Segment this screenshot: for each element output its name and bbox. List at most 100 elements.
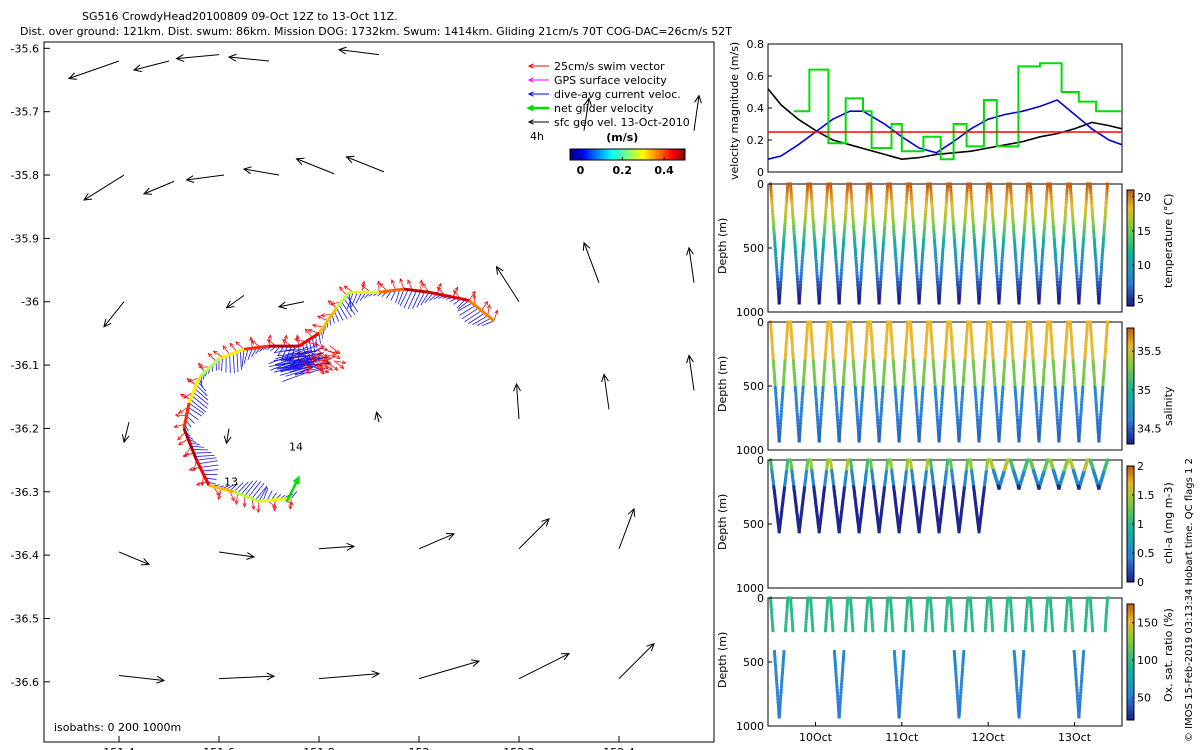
section-point bbox=[1061, 386, 1065, 389]
section-point bbox=[995, 406, 999, 410]
section-point bbox=[800, 406, 804, 410]
section-point bbox=[1082, 236, 1086, 240]
section-point bbox=[1001, 380, 1005, 383]
section-point bbox=[1025, 332, 1029, 336]
section-point bbox=[822, 374, 826, 378]
section-point bbox=[817, 298, 821, 302]
section-point bbox=[773, 492, 777, 496]
section-point bbox=[882, 230, 886, 234]
swim-vector-head bbox=[177, 441, 183, 446]
section-point bbox=[1078, 421, 1082, 425]
swim-vector bbox=[452, 287, 458, 298]
colorbar-tick-label: 0 bbox=[577, 164, 585, 177]
section-point bbox=[830, 469, 834, 473]
swim-vector-head bbox=[324, 369, 330, 374]
section-point bbox=[897, 524, 900, 528]
section-point bbox=[819, 415, 823, 419]
section-point bbox=[959, 280, 963, 284]
section-point bbox=[811, 478, 815, 482]
section-point bbox=[1025, 194, 1029, 198]
section-point bbox=[870, 338, 874, 342]
section-point bbox=[962, 227, 966, 231]
section-point bbox=[1091, 224, 1095, 228]
section-point bbox=[962, 239, 966, 242]
section-point bbox=[1063, 224, 1066, 228]
section-point bbox=[925, 191, 929, 195]
section-point bbox=[994, 253, 997, 257]
section-point bbox=[1104, 209, 1108, 213]
swim-vector-head bbox=[179, 393, 185, 398]
section-point bbox=[921, 250, 925, 254]
section-point bbox=[876, 427, 880, 431]
section-point bbox=[781, 670, 784, 674]
section-point bbox=[832, 374, 836, 378]
section-point bbox=[789, 608, 793, 612]
section-point bbox=[772, 227, 776, 231]
section-point bbox=[916, 421, 920, 425]
section-point bbox=[919, 517, 923, 521]
section-point bbox=[955, 268, 959, 272]
section-point bbox=[958, 523, 962, 526]
section-point bbox=[931, 212, 935, 216]
sfc-geo-arrow-head bbox=[627, 507, 636, 517]
section-point bbox=[939, 512, 943, 516]
section-point bbox=[895, 406, 899, 410]
section-point bbox=[1056, 424, 1060, 428]
section-point bbox=[941, 496, 945, 500]
section-point bbox=[1049, 197, 1053, 201]
section-point bbox=[816, 283, 820, 287]
section-point bbox=[889, 462, 893, 466]
section-point bbox=[936, 280, 939, 284]
section-point bbox=[878, 421, 882, 425]
section-point bbox=[946, 185, 949, 189]
section-point bbox=[922, 230, 926, 234]
section-point bbox=[850, 471, 854, 474]
section-point bbox=[933, 494, 937, 498]
section-point bbox=[1104, 344, 1108, 348]
section-point bbox=[814, 391, 818, 395]
section-point bbox=[895, 415, 899, 419]
section-point bbox=[957, 436, 961, 440]
section-point bbox=[971, 356, 975, 360]
swim-vector-head bbox=[173, 424, 179, 429]
section-point bbox=[1031, 359, 1035, 363]
section-point bbox=[1105, 329, 1109, 333]
section-point bbox=[843, 365, 847, 369]
track-segment bbox=[182, 427, 198, 461]
section-point bbox=[786, 458, 790, 462]
section-point bbox=[991, 212, 994, 216]
section-point bbox=[938, 421, 942, 425]
section-point bbox=[1095, 415, 1099, 419]
section-point bbox=[980, 394, 984, 398]
section-point bbox=[969, 463, 973, 467]
section-point bbox=[820, 262, 824, 266]
section-point bbox=[833, 242, 837, 245]
section-point bbox=[1014, 391, 1017, 395]
section-point bbox=[1053, 245, 1057, 248]
section-point bbox=[1042, 377, 1045, 380]
section-point bbox=[978, 523, 982, 526]
section-point bbox=[1018, 424, 1022, 428]
legend-swatch-head bbox=[527, 77, 534, 83]
section-point bbox=[893, 248, 897, 251]
section-point bbox=[938, 521, 942, 525]
section-point bbox=[914, 394, 918, 398]
section-point bbox=[973, 494, 977, 498]
section-point bbox=[798, 427, 802, 431]
section-point bbox=[832, 236, 836, 240]
section-point bbox=[857, 524, 860, 528]
section-point bbox=[829, 191, 833, 195]
section-point bbox=[1002, 233, 1006, 237]
section-point bbox=[1092, 368, 1096, 372]
section-point bbox=[816, 519, 820, 523]
section-point bbox=[1015, 274, 1019, 278]
section-point bbox=[860, 259, 864, 263]
section-point bbox=[880, 259, 884, 263]
section-point bbox=[934, 394, 938, 398]
section-point bbox=[1099, 274, 1103, 278]
section-point bbox=[863, 359, 867, 363]
dive-avg-current-vector bbox=[190, 399, 206, 413]
section-point bbox=[893, 250, 897, 254]
section-point bbox=[813, 497, 817, 501]
dive-avg-current-vector bbox=[195, 454, 215, 457]
